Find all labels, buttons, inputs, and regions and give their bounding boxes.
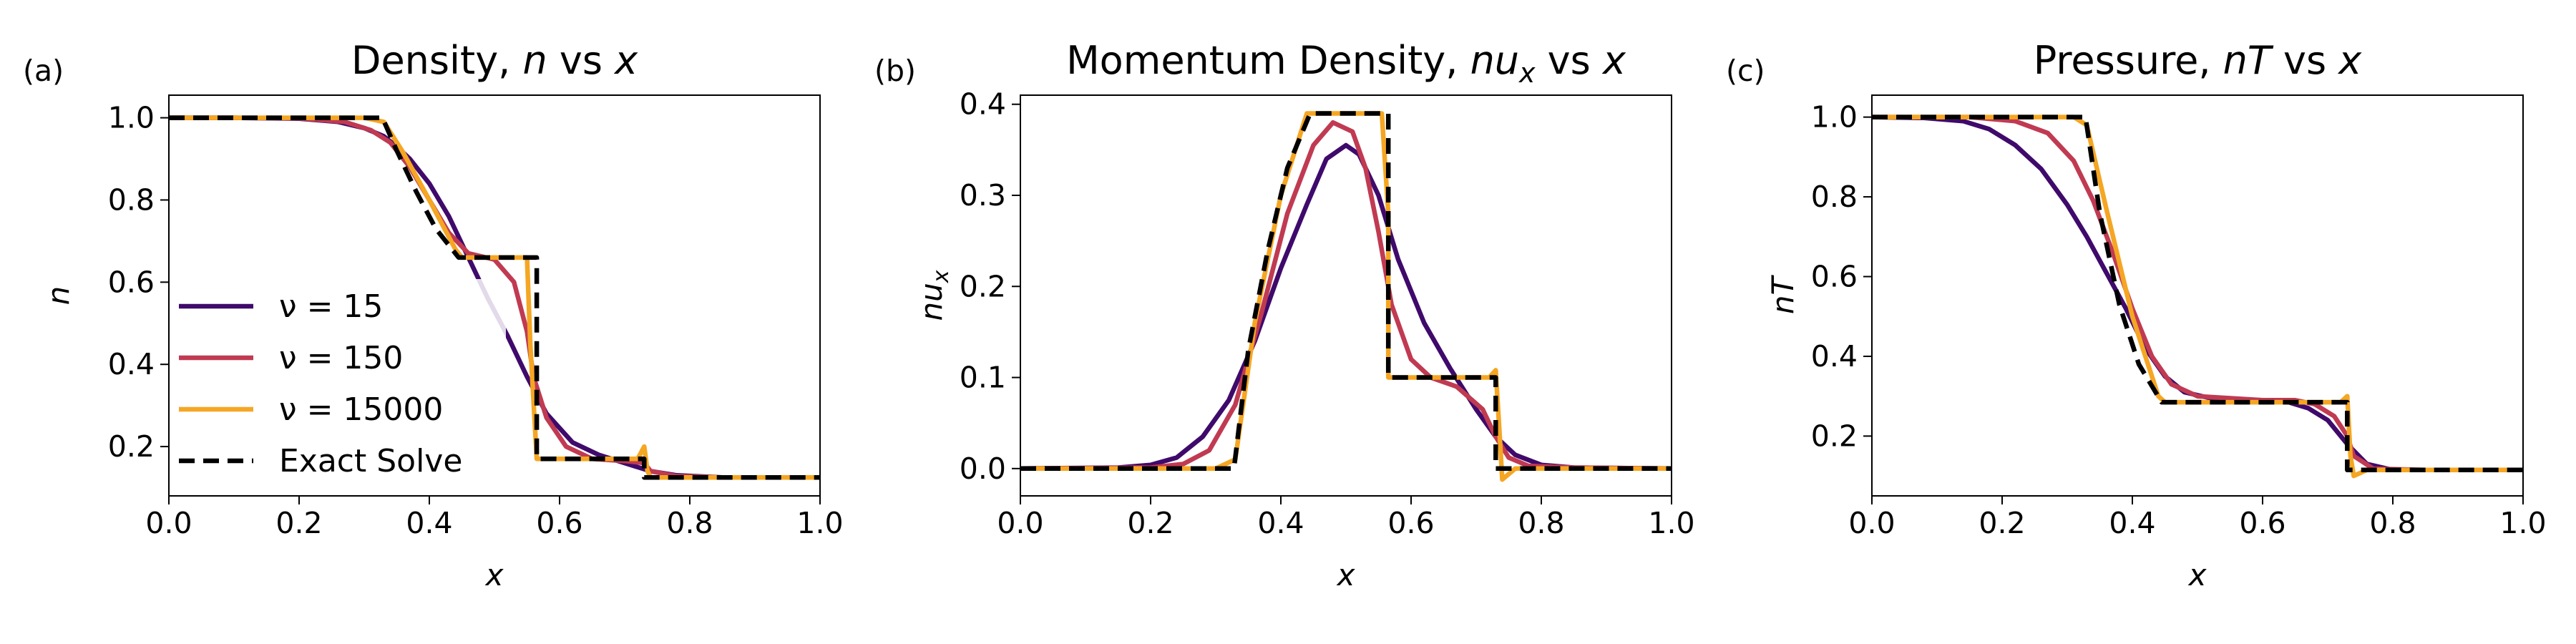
x-axis-label: x: [2187, 557, 2207, 592]
y-tick-label: 0.6: [108, 265, 155, 299]
y-tick-label: 0.8: [108, 182, 155, 217]
legend-label-exact: Exact Solve: [279, 443, 462, 479]
legend-label-nu150: ν = 150: [279, 340, 403, 376]
panel-label: (b): [874, 54, 916, 88]
series-line-nu15: [1020, 142, 1672, 472]
series-line-exact: [169, 115, 820, 480]
panel-label: (a): [23, 54, 64, 88]
x-tick-label: 0.8: [666, 506, 713, 540]
y-tick-label: 0.4: [108, 347, 155, 381]
legend-label-nu15000: ν = 15000: [279, 391, 443, 428]
x-tick-label: 0.8: [1518, 506, 1564, 540]
axes-frame: [1020, 94, 1672, 497]
legend-label-nu15: ν = 15: [279, 288, 383, 325]
x-tick-label: 0.0: [145, 506, 192, 540]
panel-a: 0.0 0.2 0.4 0.6 0.8 1.0 0.2 0.4 0.6 0.8 1.0 x n Densi…: [23, 38, 844, 592]
x-tick-label: 0.0: [1848, 506, 1895, 540]
y-tick-label: 0.4: [1811, 339, 1858, 374]
panel-b-axes: 0.0 0.2 0.4 0.6 0.8 1.0 0.0 0.1 0.2 0.3 0.4 x nux Mom…: [874, 38, 1695, 592]
panel-c-plot-area: [1872, 114, 2523, 479]
x-tick-label: 1.0: [1648, 506, 1694, 540]
y-tick-label: 1.0: [108, 101, 155, 135]
series-line-nu15000: [1020, 111, 1672, 482]
y-tick-label: 0.6: [1811, 260, 1858, 294]
x-tick-label: 0.6: [536, 506, 582, 540]
x-tick-label: 0.2: [1979, 506, 2025, 540]
y-tick-label: 0.4: [960, 87, 1006, 122]
y-axis-label: n: [41, 286, 76, 306]
y-tick-label: 0.3: [960, 178, 1006, 213]
y-tick-label: 0.2: [1811, 419, 1858, 453]
series-line-nu15: [1872, 114, 2523, 473]
y-axis-label: nux: [914, 270, 954, 321]
chart-title: Momentum Density, nux vs x: [1066, 38, 1626, 89]
x-tick-label: 0.2: [275, 506, 322, 540]
chart-title: Density, n vs x: [351, 38, 638, 83]
chart-title: Pressure, nT vs x: [2034, 38, 2363, 83]
series-line-nu150: [1872, 114, 2523, 473]
series-line-nu15000: [1872, 114, 2523, 479]
x-tick-label: 0.6: [1387, 506, 1434, 540]
panel-c: 0.0 0.2 0.4 0.6 0.8 1.0 0.2 0.4 0.6 0.8 1.0 x nT Pres…: [1726, 38, 2547, 592]
x-tick-label: 0.8: [2369, 506, 2416, 540]
panel-a-legend: ν = 15 ν = 150 ν = 15000 Exact Solve: [170, 279, 506, 495]
y-tick-label: 1.0: [1811, 100, 1858, 135]
panel-label: (c): [1726, 54, 1765, 88]
y-tick-label: 0.8: [1811, 180, 1858, 214]
x-tick-label: 0.4: [406, 506, 452, 540]
series-line-nu150: [1020, 119, 1672, 472]
panel-b: 0.0 0.2 0.4 0.6 0.8 1.0 0.0 0.1 0.2 0.3 0.4 x nux Mom…: [874, 38, 1695, 592]
panel-a-axes: 0.0 0.2 0.4 0.6 0.8 1.0 0.2 0.4 0.6 0.8 1.0 x n Densi…: [23, 38, 844, 592]
x-axis-label: x: [484, 557, 504, 592]
x-tick-label: 0.4: [2109, 506, 2155, 540]
panel-b-plot-area: [1020, 111, 1672, 482]
y-tick-label: 0.2: [960, 269, 1006, 303]
x-tick-label: 0.2: [1127, 506, 1174, 540]
panel-a-plot-area: [169, 115, 820, 480]
panel-c-axes: 0.0 0.2 0.4 0.6 0.8 1.0 0.2 0.4 0.6 0.8 1.0 x nT Pres…: [1726, 38, 2547, 592]
x-tick-label: 0.6: [2239, 506, 2285, 540]
series-line-exact: [1020, 111, 1672, 472]
x-tick-label: 0.0: [997, 506, 1043, 540]
x-axis-label: x: [1336, 557, 1356, 592]
axes-frame: [168, 94, 821, 497]
y-tick-label: 0.2: [108, 429, 155, 464]
axes-frame: [1871, 94, 2524, 497]
x-tick-label: 1.0: [796, 506, 843, 540]
x-tick-label: 1.0: [2499, 506, 2546, 540]
y-tick-label: 0.1: [960, 361, 1006, 395]
y-axis-label: nT: [1765, 275, 1800, 315]
y-tick-label: 0.0: [960, 452, 1006, 486]
legend-box: [170, 279, 506, 495]
series-line-exact: [1872, 114, 2523, 473]
x-tick-label: 0.4: [1257, 506, 1304, 540]
